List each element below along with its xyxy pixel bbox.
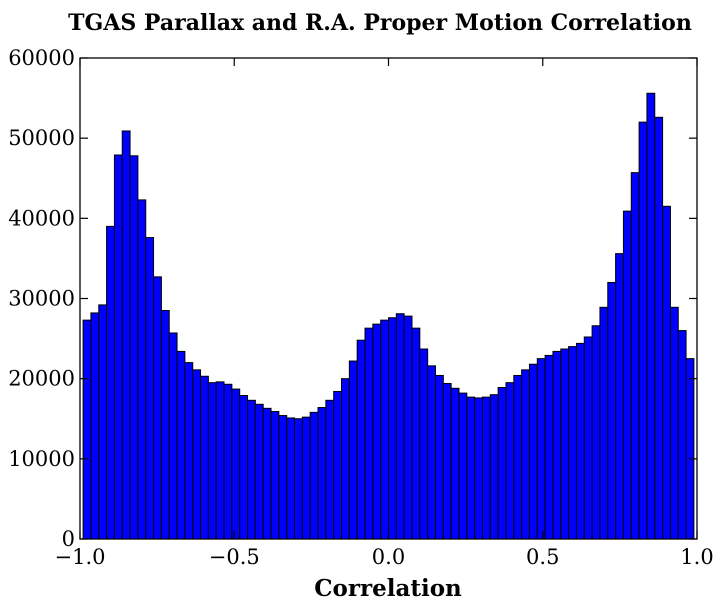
histogram-bar (348, 360, 358, 540)
histogram-bar (278, 415, 288, 540)
y-tick-label: 50000 (8, 126, 75, 150)
histogram-bar (247, 399, 256, 540)
y-tick-label: 60000 (8, 46, 75, 70)
histogram-bar (607, 281, 617, 540)
histogram-bar (388, 317, 397, 540)
histogram-bar (200, 375, 209, 540)
histogram-bar (286, 417, 296, 540)
histogram-bar (411, 327, 421, 540)
histogram-bar (364, 327, 374, 540)
histogram-bar (341, 378, 350, 540)
histogram-bar (325, 399, 335, 540)
histogram-bar (622, 210, 632, 540)
histogram-bar (646, 92, 656, 540)
y-tick-label: 40000 (8, 206, 75, 230)
histogram-bar (239, 395, 249, 540)
histogram-bar (513, 374, 523, 540)
histogram-bar (145, 237, 155, 540)
histogram-bar (497, 386, 507, 540)
plot-frame (79, 57, 698, 540)
y-tick-label: 30000 (8, 287, 75, 311)
histogram-bar (270, 411, 280, 540)
histogram-bar (98, 304, 108, 540)
histogram-bar (505, 382, 515, 540)
histogram-bar (458, 392, 468, 540)
histogram-bar (215, 381, 225, 540)
histogram-bar (419, 348, 429, 540)
histogram-bar (356, 339, 366, 540)
histogram-bar (207, 382, 217, 540)
chart-title: TGAS Parallax and R.A. Proper Motion Cor… (68, 10, 692, 36)
histogram-bar (82, 319, 92, 540)
histogram-bar (223, 383, 233, 540)
histogram-bar (560, 348, 570, 540)
histogram-bar (176, 350, 186, 540)
histogram-bar (294, 418, 303, 540)
y-tick-label: 10000 (8, 447, 75, 471)
histogram-bar (90, 312, 100, 540)
histogram-bar (427, 365, 436, 540)
histogram-bar (113, 154, 123, 540)
histogram-bar (395, 313, 405, 540)
histogram-bar (129, 155, 139, 540)
histogram-bar (137, 199, 147, 540)
histogram-bar (254, 403, 264, 540)
histogram-bar (575, 342, 585, 540)
histogram-bar (403, 315, 413, 540)
histogram-bar (442, 382, 452, 540)
histogram-bar (638, 121, 648, 540)
histogram-bar (591, 325, 601, 540)
histogram-bar (669, 306, 679, 540)
histogram-bar (192, 369, 202, 540)
histogram-bar (552, 350, 562, 540)
histogram-bar (685, 358, 695, 540)
histogram-bar (677, 330, 687, 540)
x-tick-label: 0.0 (372, 545, 405, 569)
histogram-bar (450, 387, 460, 540)
histogram-bar (262, 407, 272, 540)
histogram-bar (309, 411, 319, 540)
histogram-bar (434, 374, 444, 540)
x-tick-label: 0.5 (526, 545, 559, 569)
x-tick-label: 1.0 (680, 545, 713, 569)
histogram-bar (489, 394, 499, 540)
histogram-bar (528, 363, 538, 540)
histogram-bar (372, 323, 382, 540)
histogram-bar (168, 332, 178, 540)
x-tick-labels: −1.0 −0.5 0.0 0.5 1.0 (55, 545, 714, 569)
histogram-bar (380, 319, 390, 540)
histogram-bar (474, 397, 483, 540)
y-tick-labels: 0 10000 20000 30000 40000 50000 60000 (8, 46, 75, 551)
histogram-bar (599, 306, 609, 540)
x-axis-label: Correlation (314, 575, 462, 602)
histogram-bar (654, 116, 664, 540)
histogram-bar (333, 390, 343, 540)
histogram-bar (301, 416, 311, 540)
histogram-bar (662, 205, 671, 540)
histogram-bar (106, 225, 115, 540)
histogram-bar (568, 346, 577, 540)
x-tick-label: −0.5 (209, 545, 260, 569)
histogram-bar (521, 369, 530, 540)
histogram-bar (466, 396, 476, 540)
histogram-bar (153, 276, 162, 540)
histogram-bar (317, 407, 327, 540)
y-tick-label: 20000 (8, 367, 75, 391)
histogram-bar (630, 172, 640, 540)
x-tick-label: −1.0 (55, 545, 106, 569)
histogram-bar (583, 336, 593, 540)
histogram-bar (184, 362, 194, 540)
histogram-bar (536, 358, 546, 540)
histogram-bar (121, 130, 131, 540)
histogram-bar (160, 310, 170, 540)
histogram-bar (615, 253, 624, 540)
histogram-bar (231, 388, 241, 540)
histogram-bar (481, 396, 491, 540)
y-tick-label: 0 (62, 527, 75, 551)
histogram-bar (544, 354, 554, 540)
